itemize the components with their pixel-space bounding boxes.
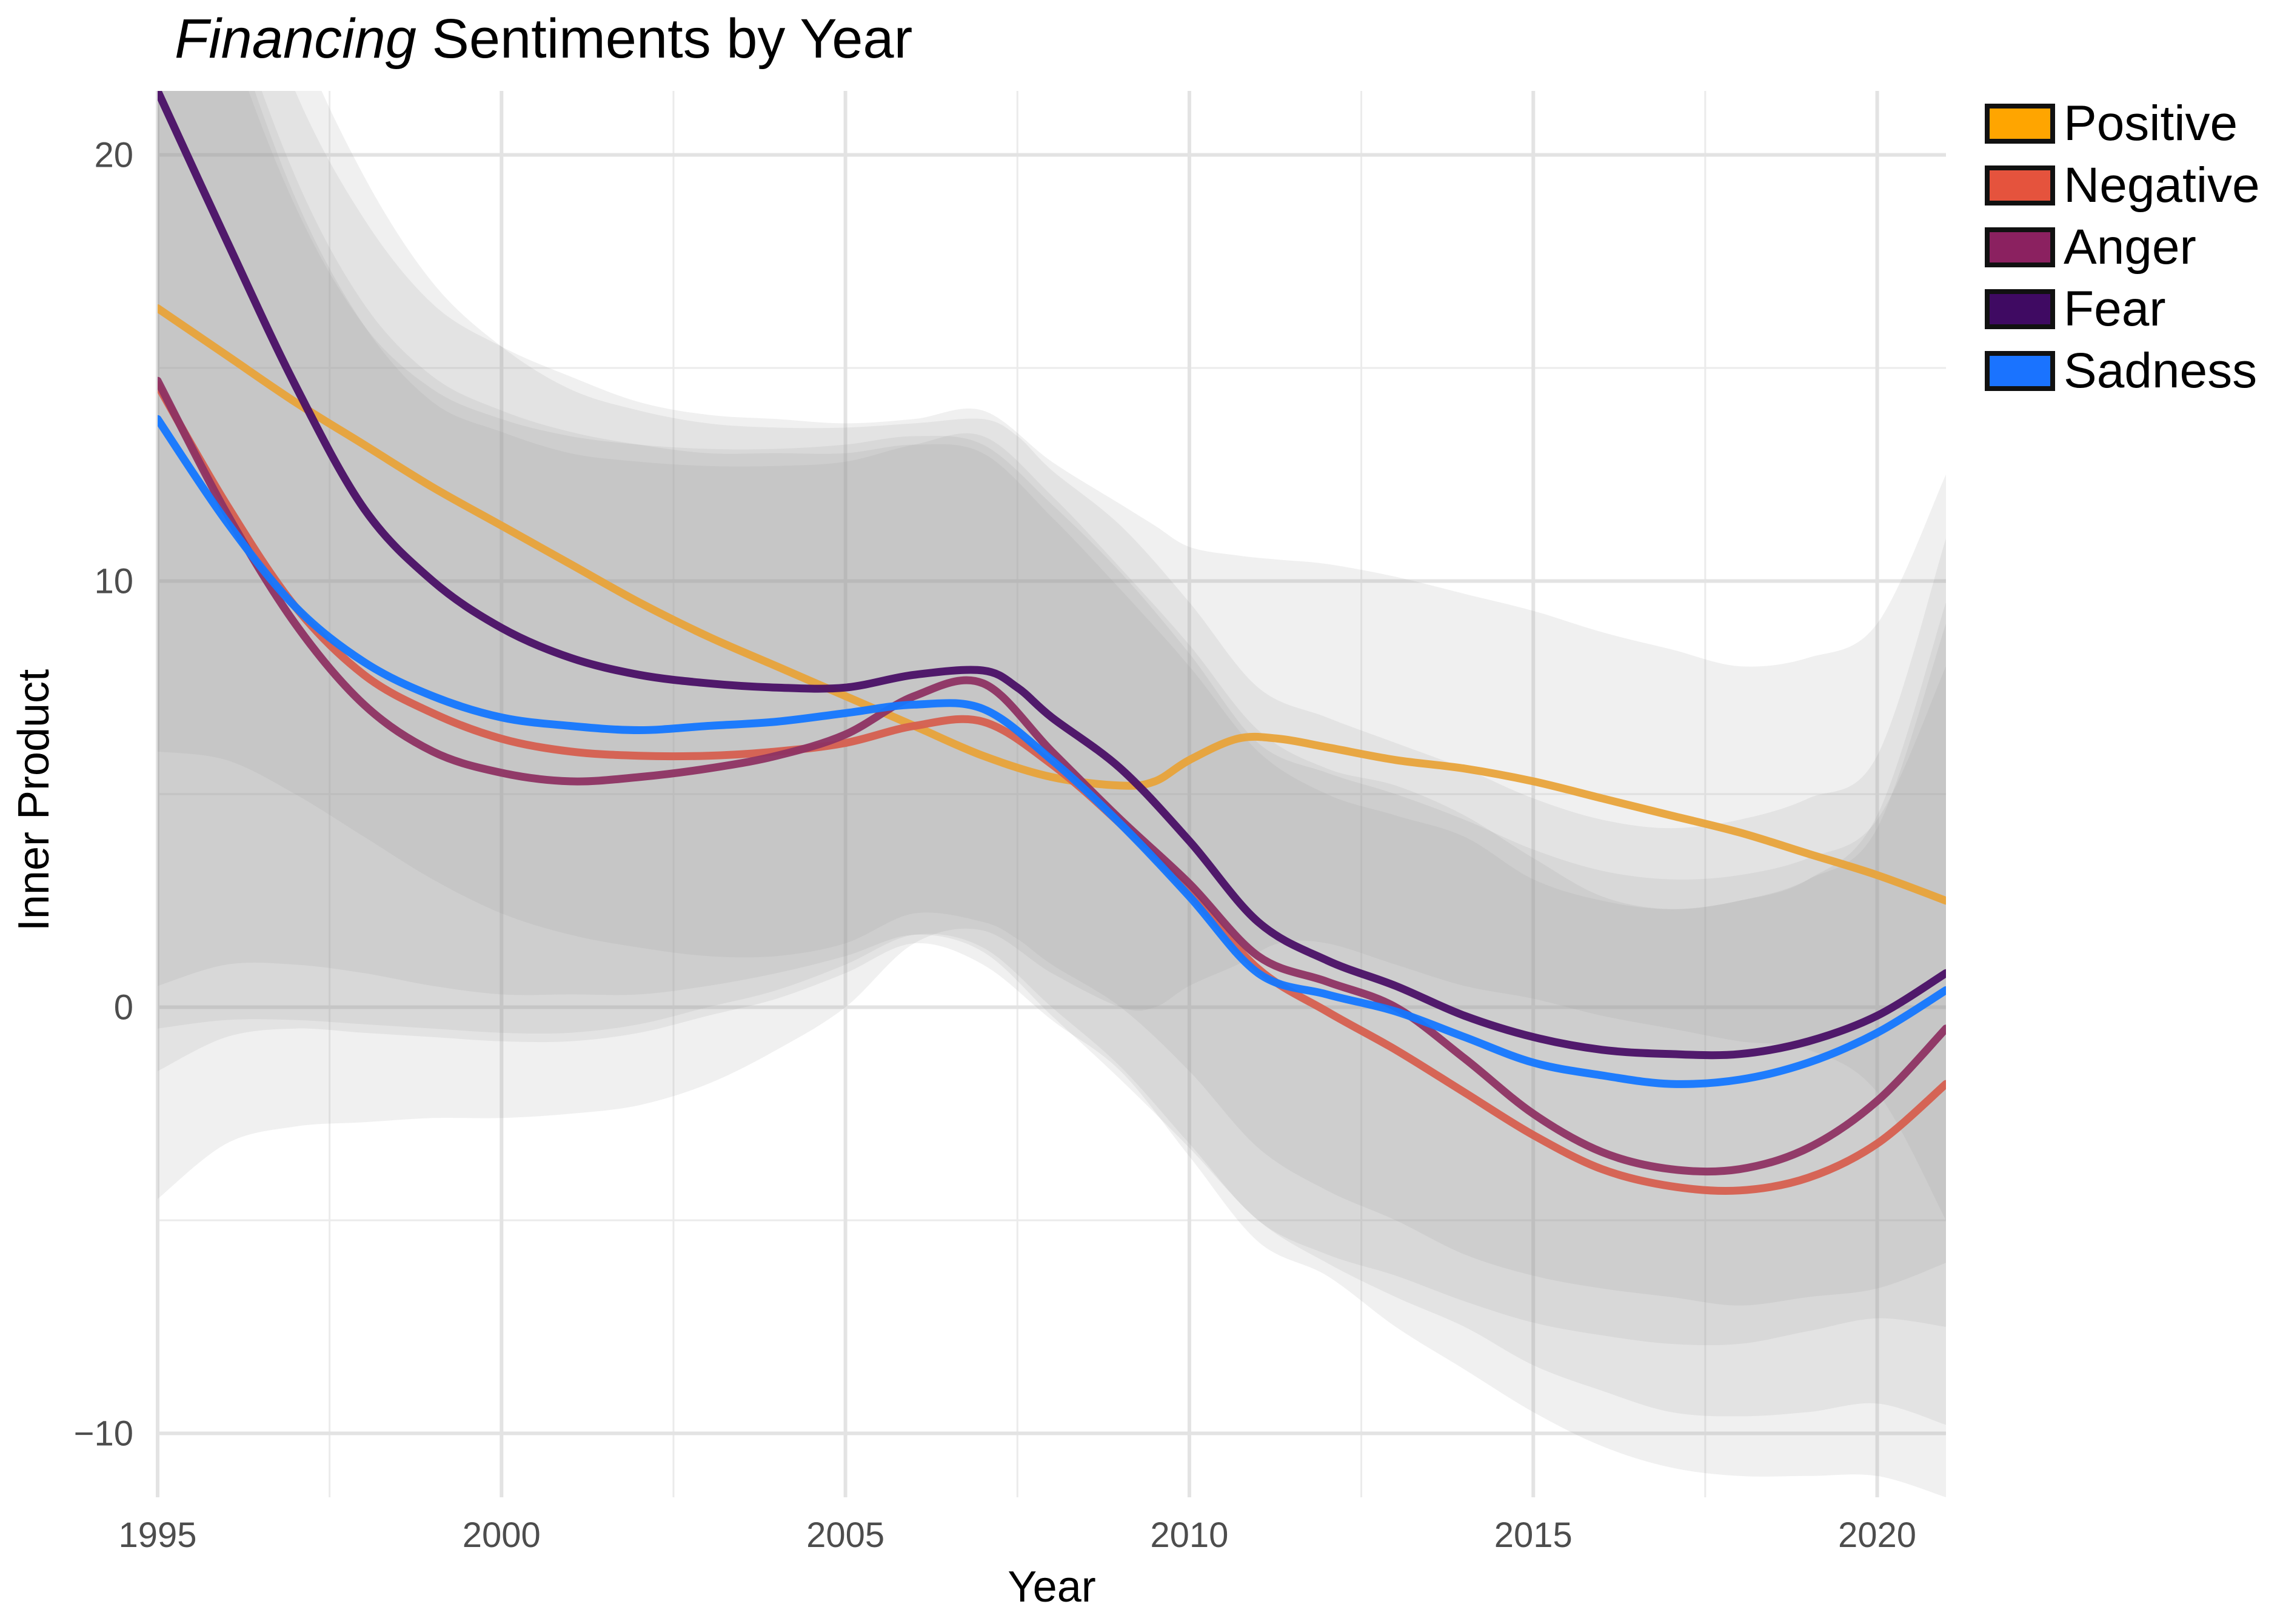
legend-swatch-positive bbox=[1985, 104, 2055, 144]
legend-swatch-anger bbox=[1985, 227, 2055, 267]
x-tick-label: 2015 bbox=[1494, 1515, 1573, 1555]
line-anger bbox=[158, 376, 1946, 1176]
x-axis-title: Year bbox=[1008, 1563, 1095, 1611]
x-tick-label: 2005 bbox=[806, 1515, 884, 1555]
chart-title: Financing Sentiments by Year bbox=[175, 8, 912, 70]
series-lines bbox=[158, 91, 1946, 1195]
x-tick-label: 2010 bbox=[1150, 1515, 1228, 1555]
legend-label-positive: Positive bbox=[2064, 96, 2238, 151]
y-axis-title: Inner Product bbox=[10, 669, 58, 931]
y-tick-label: 0 bbox=[114, 988, 133, 1028]
legend-swatch-negative bbox=[1985, 165, 2055, 206]
x-tick-label: 2020 bbox=[1838, 1515, 1916, 1555]
x-tick-labels: 1995 2000 2005 2010 2015 2020 bbox=[118, 1515, 1916, 1555]
legend-swatch-sadness bbox=[1985, 351, 2055, 391]
grid-major-y bbox=[158, 153, 1946, 1435]
x-tick-label: 2000 bbox=[463, 1515, 541, 1555]
legend: Positive Negative Anger Fear Sadness bbox=[1985, 96, 2260, 398]
y-tick-label: −10 bbox=[74, 1414, 133, 1454]
grid-minor-y bbox=[158, 367, 1946, 1221]
legend-label-sadness: Sadness bbox=[2064, 343, 2257, 398]
line-sadness bbox=[158, 415, 1946, 1088]
y-tick-label: 10 bbox=[94, 561, 133, 601]
legend-label-anger: Anger bbox=[2064, 219, 2196, 275]
legend-label-fear: Fear bbox=[2064, 281, 2166, 336]
line-positive bbox=[158, 304, 1946, 905]
chart-title-rest: Sentiments by Year bbox=[416, 8, 912, 70]
y-tick-label: 20 bbox=[94, 135, 133, 175]
x-tick-label: 1995 bbox=[118, 1515, 196, 1555]
y-tick-labels: −10 0 10 20 bbox=[74, 135, 133, 1453]
legend-swatch-fear bbox=[1985, 289, 2055, 329]
band-positive bbox=[158, 91, 1946, 1220]
legend-label-negative: Negative bbox=[2064, 158, 2260, 213]
band-fear bbox=[158, 91, 1946, 1306]
line-fear bbox=[158, 91, 1946, 1060]
grid-major-x bbox=[156, 91, 1879, 1497]
chart-title-emphasis: Financing bbox=[175, 8, 416, 70]
band-negative bbox=[158, 91, 1946, 1497]
